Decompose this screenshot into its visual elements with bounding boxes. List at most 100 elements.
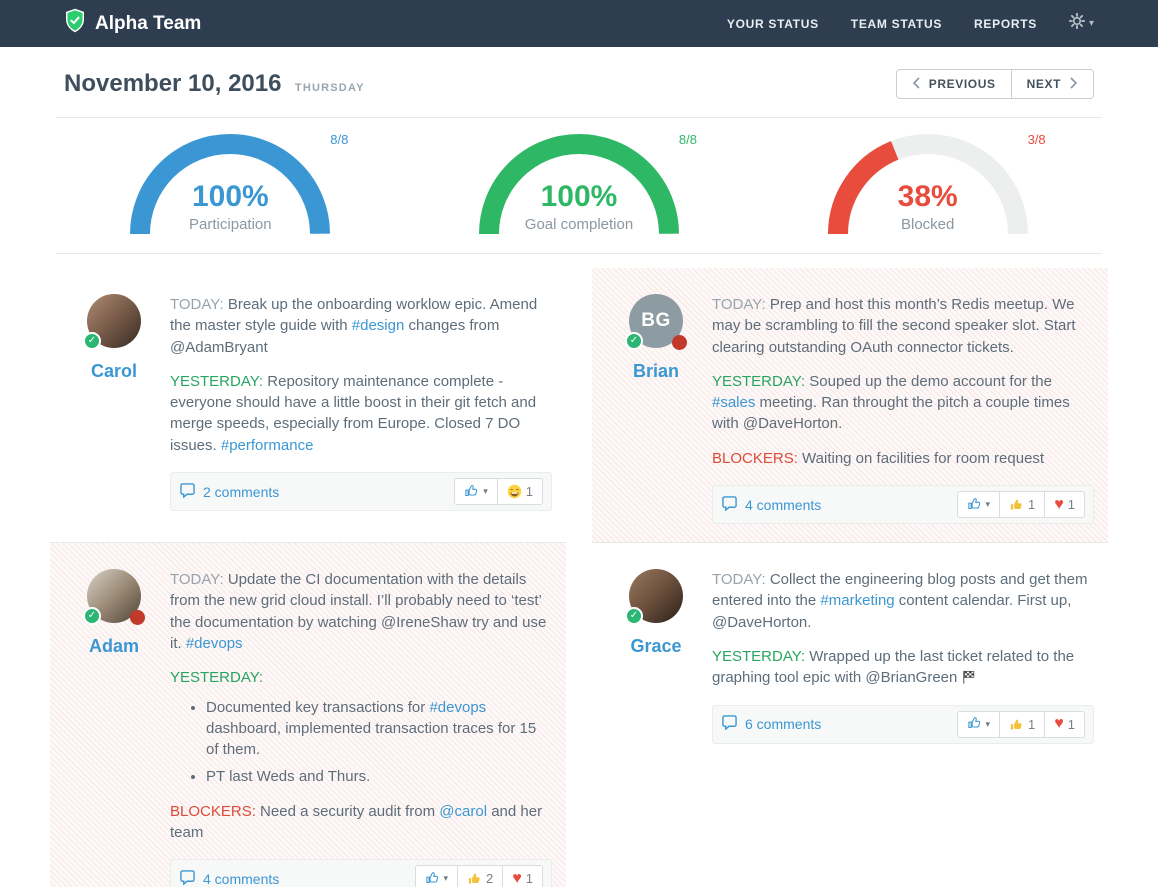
reaction-count: 1: [1028, 716, 1036, 732]
reaction-thumbs-up-button[interactable]: 2: [457, 865, 504, 887]
gauge-label: Blocked: [900, 216, 955, 233]
text-run: dashboard, implemented transaction trace…: [206, 719, 537, 759]
status-content: TODAY: Update the CI documentation with …: [170, 569, 552, 887]
person-column: BG ✓ Brian: [606, 294, 706, 524]
inline-link[interactable]: @carol: [439, 802, 488, 820]
gauge-label: Goal completion: [524, 216, 634, 233]
member-name[interactable]: Grace: [630, 636, 682, 657]
reaction-heart-button[interactable]: ♥ 1: [1044, 491, 1085, 519]
participation-check-badge: ✓: [83, 607, 101, 626]
add-reaction-button[interactable]: ▾: [454, 478, 498, 506]
next-label: NEXT: [1026, 77, 1061, 91]
thumbs-up-outline-icon: [967, 715, 982, 733]
previous-day-button[interactable]: PREVIOUS: [895, 69, 1012, 99]
text-run: and her team: [170, 802, 543, 842]
section-label-today: TODAY:: [712, 571, 766, 589]
section-label-yesterday: YESTERDAY:: [712, 647, 806, 665]
member-name[interactable]: Carol: [90, 361, 137, 381]
status-sections: TODAY: Prep and host this month’s Redis …: [712, 294, 1094, 469]
section-today: TODAY: Break up the onboarding worklow e…: [170, 294, 552, 358]
team-brand[interactable]: Alpha Team: [64, 8, 201, 39]
status-sections: TODAY: Break up the onboarding worklow e…: [170, 294, 552, 456]
reactions: ▾ 1 ♥ 1: [956, 491, 1085, 519]
status-card-carol: ✓ Carol TODAY: Break up the onboarding w…: [50, 268, 566, 542]
date-bar: November 10, 2016 THURSDAY PREVIOUS NEXT: [0, 47, 1158, 117]
section-today: TODAY: Update the CI documentation with …: [170, 569, 552, 654]
caret-down-icon: ▾: [985, 718, 991, 729]
text-run: Collect the engineering blog posts and g…: [712, 571, 1088, 610]
bullet-item: PT last Weds and Thurs.: [206, 766, 552, 787]
person-column: ✓ Carol: [64, 294, 164, 524]
status-sections: TODAY: Update the CI documentation with …: [170, 569, 552, 843]
section-label-today: TODAY:: [170, 571, 224, 589]
gauge-participation: 8/8 100% Participation: [130, 132, 348, 235]
settings-menu[interactable]: ▾: [1068, 12, 1094, 34]
team-name: Alpha Team: [95, 12, 202, 34]
status-content: TODAY: Break up the onboarding worklow e…: [170, 294, 552, 524]
person-column: ✓ Adam: [64, 569, 164, 887]
section-yesterday: YESTERDAY: Wrapped up the last ticket re…: [712, 646, 1094, 689]
comment-bubble-icon: [179, 870, 196, 887]
comments-link[interactable]: 6 comments: [721, 715, 821, 733]
section-today: TODAY: Prep and host this month’s Redis …: [712, 294, 1094, 358]
gauge-percent: 38%: [897, 180, 958, 213]
nav-team-status[interactable]: TEAM STATUS: [850, 16, 943, 31]
add-reaction-button[interactable]: ▾: [956, 491, 1001, 519]
summary-gauges: 8/8 100% Participation 8/8 100% Goal com…: [56, 117, 1102, 254]
nav-reports[interactable]: REPORTS: [974, 16, 1037, 31]
reaction-heart-button[interactable]: ♥ 1: [502, 865, 543, 887]
thumbs-up-outline-icon: [967, 496, 982, 514]
status-card-brian: BG ✓ Brian TODAY: Prep and host this mon…: [592, 268, 1108, 543]
inline-link[interactable]: #performance: [220, 436, 314, 454]
inline-link[interactable]: #devops: [185, 634, 243, 652]
comments-link[interactable]: 4 comments: [721, 495, 821, 514]
reaction-laugh-button[interactable]: 1: [496, 478, 543, 506]
reaction-thumbs-up-button[interactable]: 1: [999, 710, 1046, 738]
gauge-goal-completion: 8/8 100% Goal completion: [479, 132, 697, 235]
member-name[interactable]: Brian: [632, 361, 679, 381]
participation-check-badge: ✓: [625, 607, 643, 626]
comments-link[interactable]: 4 comments: [179, 870, 279, 887]
section-label-yesterday: YESTERDAY:: [170, 372, 264, 390]
reaction-count: 2: [486, 871, 494, 887]
date-pager: PREVIOUS NEXT: [895, 69, 1094, 99]
bullet-item: Documented key transactions for #devops …: [206, 697, 552, 761]
comments-link[interactable]: 2 comments: [179, 482, 279, 501]
section-today: TODAY: Collect the engineering blog post…: [712, 569, 1094, 633]
gauge-fraction: 3/8: [1027, 132, 1046, 147]
avatar[interactable]: ✓: [625, 569, 683, 626]
comment-bubble-icon: [179, 482, 196, 501]
checkered-flag-icon: [962, 669, 976, 686]
gauge-blocked: 3/8 38% Blocked: [827, 132, 1046, 235]
reaction-heart-button[interactable]: ♥ 1: [1044, 710, 1085, 738]
blocked-dot-badge: [672, 335, 687, 350]
status-sections: TODAY: Collect the engineering blog post…: [712, 569, 1094, 688]
inline-link[interactable]: #marketing: [820, 592, 895, 610]
inline-link[interactable]: #sales: [712, 394, 756, 412]
gauge-percent: 100%: [191, 180, 269, 213]
comments-count: 6 comments: [745, 716, 822, 733]
member-name[interactable]: Adam: [88, 636, 139, 657]
page-date: November 10, 2016: [64, 70, 282, 97]
gauge-percent: 100%: [540, 180, 618, 213]
chevron-right-icon: [1070, 76, 1078, 92]
section-yesterday: YESTERDAY: Souped up the demo account fo…: [712, 371, 1094, 435]
inline-link[interactable]: #design: [351, 317, 405, 335]
inline-link[interactable]: #devops: [429, 698, 487, 716]
reaction-thumbs-up-button[interactable]: 1: [999, 491, 1046, 519]
avatar[interactable]: ✓: [83, 569, 145, 626]
add-reaction-button[interactable]: ▾: [414, 865, 459, 887]
gauge-fraction: 8/8: [678, 132, 697, 147]
add-reaction-button[interactable]: ▾: [956, 710, 1001, 738]
nav-your-status[interactable]: YOUR STATUS: [726, 16, 819, 31]
section-label-yesterday: YESTERDAY:: [712, 372, 806, 390]
status-content: TODAY: Collect the engineering blog post…: [712, 569, 1094, 887]
section-label-today: TODAY:: [170, 296, 224, 313]
text-run: meeting. Ran throught the pitch a couple…: [712, 394, 1070, 433]
previous-label: PREVIOUS: [928, 77, 996, 91]
reaction-count: 1: [1067, 497, 1075, 513]
avatar[interactable]: BG ✓: [625, 294, 687, 350]
next-day-button[interactable]: NEXT: [1010, 69, 1094, 99]
avatar[interactable]: ✓: [83, 294, 141, 350]
card-footer: 4 comments ▾ 2 ♥ 1: [170, 859, 552, 887]
